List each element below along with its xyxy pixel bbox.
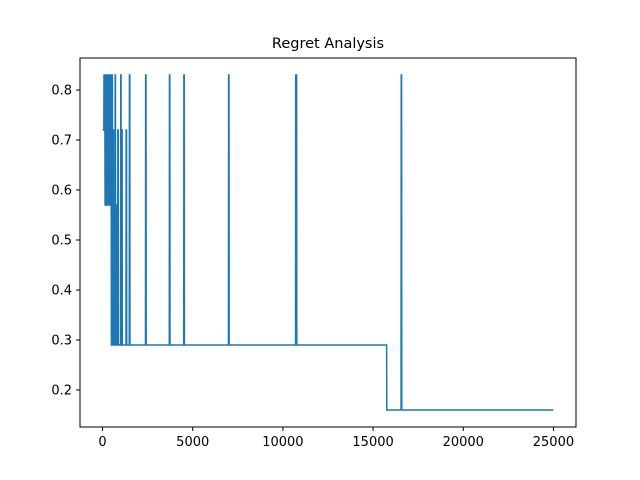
x-axis: 0 5000 10000 15000 20000 25000 — [98, 427, 574, 450]
y-tick-label: 0.5 — [51, 234, 72, 249]
x-tick-label: 25000 — [533, 435, 574, 450]
y-axis: 0.2 0.3 0.4 0.5 0.6 0.7 0.8 — [51, 84, 80, 399]
y-tick-label: 0.4 — [51, 284, 72, 299]
axes-frame — [79, 57, 577, 428]
y-tick-label: 0.8 — [51, 84, 72, 99]
x-tick-label: 0 — [98, 435, 106, 450]
y-tick-label: 0.7 — [51, 134, 72, 149]
chart-title: Regret Analysis — [272, 36, 384, 52]
plot-area — [102, 74, 554, 411]
x-tick-label: 15000 — [352, 435, 393, 450]
x-tick-label: 20000 — [443, 435, 484, 450]
y-tick-label: 0.6 — [51, 184, 72, 199]
x-tick-label: 5000 — [176, 435, 209, 450]
x-tick-label: 10000 — [262, 435, 303, 450]
y-tick-label: 0.3 — [51, 334, 72, 349]
series-line-0 — [102, 74, 554, 411]
y-tick-label: 0.2 — [51, 384, 72, 399]
